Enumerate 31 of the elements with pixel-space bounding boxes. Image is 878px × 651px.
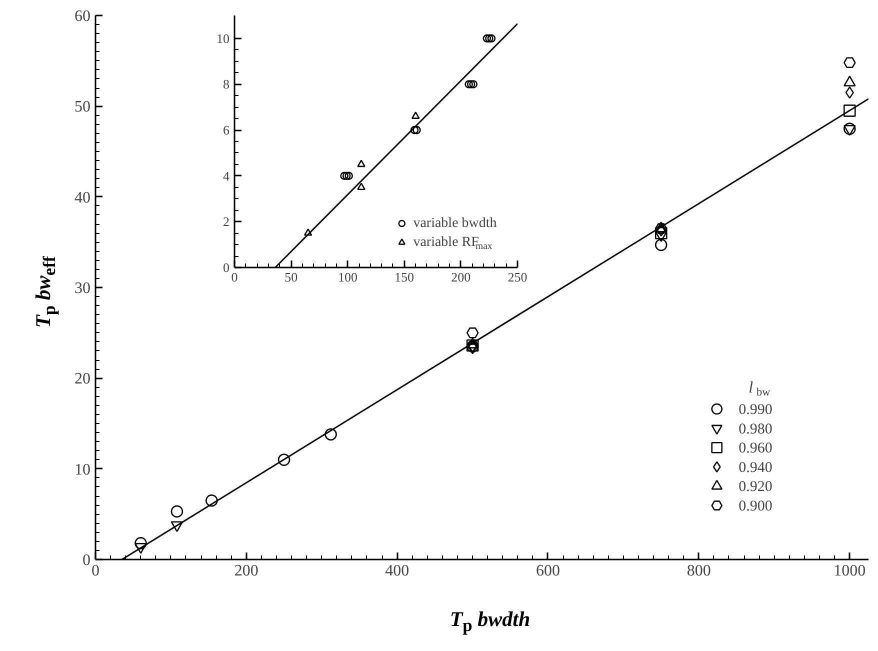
- y-tick-label: 4: [223, 168, 230, 184]
- x-tick-label: 150: [394, 270, 414, 284]
- x-tick-label: 200: [234, 562, 258, 580]
- legend-label: 0.920: [738, 479, 772, 496]
- y-tick-label: 6: [223, 122, 230, 138]
- y-tick-label: 2: [223, 214, 230, 230]
- x-tick-label: 250: [508, 270, 528, 284]
- legend-label: 0.980: [738, 421, 772, 438]
- x-tick-label: 800: [686, 562, 711, 580]
- y-tick-label: 20: [74, 370, 90, 388]
- y-tick-label: 40: [74, 189, 90, 206]
- y-tick-label: 60: [74, 8, 90, 25]
- y-tick-label: 50: [74, 98, 90, 116]
- x-tick-label: 400: [385, 562, 410, 580]
- legend-label: variable bwdth: [413, 216, 497, 231]
- y-tick-label: 0: [82, 552, 90, 569]
- x-tick-label: 1000: [834, 562, 866, 580]
- x-tick-label: 600: [536, 562, 560, 580]
- y-tick-label: 8: [223, 76, 230, 92]
- y-tick-label: 10: [216, 30, 230, 46]
- legend-label: 0.940: [738, 460, 772, 476]
- y-tick-label: 30: [74, 280, 90, 297]
- x-tick-label: 100: [338, 270, 358, 284]
- y-tick-label: 0: [223, 260, 230, 275]
- legend-label: 0.990: [738, 402, 772, 418]
- legend-label: 0.900: [738, 498, 772, 514]
- y-tick-label: 10: [74, 461, 90, 478]
- legend-label: 0.960: [738, 440, 772, 457]
- x-axis-title: T$_{p}$ bwdth: [450, 606, 530, 638]
- x-tick-label: 50: [284, 270, 298, 284]
- x-tick-label: 200: [451, 270, 471, 284]
